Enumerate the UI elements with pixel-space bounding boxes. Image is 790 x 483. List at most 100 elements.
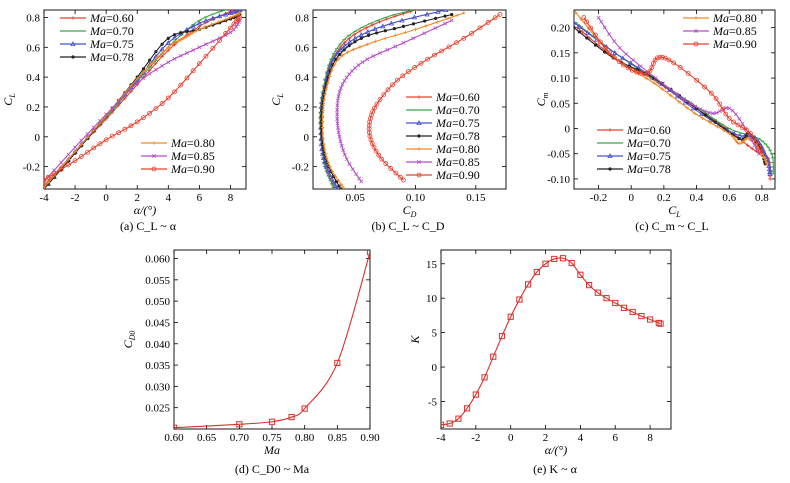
caption-e: (e) K ~ α: [533, 462, 577, 476]
x-tick-label: 0.6: [722, 192, 736, 204]
series-marker: [160, 42, 164, 46]
series-line: [368, 14, 501, 181]
series-marker: [675, 92, 680, 97]
series-line: [441, 257, 661, 426]
series-marker: [397, 174, 403, 180]
y-tick-label: 5: [432, 328, 438, 340]
series-marker: [660, 81, 665, 86]
series-marker: [383, 36, 387, 41]
y-tick-label: 0.6: [26, 42, 40, 54]
legend-marker: [417, 147, 421, 151]
legend-label: Ma=0.75: [626, 149, 671, 163]
legend-marker: [693, 41, 699, 47]
series-marker: [765, 161, 769, 166]
legend-label: Ma=0.85: [435, 155, 480, 169]
series-marker: [401, 40, 406, 45]
series-marker: [723, 111, 729, 117]
series-marker: [79, 138, 84, 143]
series-marker: [172, 89, 177, 95]
series-marker: [166, 45, 171, 50]
y-tick-label: 0.6: [295, 42, 309, 54]
panel-d-cd0-vs-ma: 0.60 0.65 0.70 0.75 0.80 0.85 0.90 0.025 0.030 0.…: [121, 249, 380, 457]
series-marker: [203, 42, 208, 47]
x-axis-label: α/(°): [545, 443, 567, 457]
series-marker: [375, 31, 379, 35]
series-marker: [435, 20, 439, 24]
series-marker: [602, 45, 608, 51]
x-tick-label: 0.4: [690, 192, 704, 204]
y-axis-label: K: [408, 335, 422, 345]
legend-marker: [694, 16, 698, 20]
series-marker: [422, 31, 427, 36]
series-marker: [147, 110, 153, 116]
series-marker: [585, 36, 589, 40]
series-marker: [217, 38, 222, 43]
series-marker: [657, 54, 663, 60]
series-marker: [433, 26, 438, 31]
series-marker: [412, 65, 418, 70]
series-marker: [45, 175, 51, 180]
series-marker: [372, 26, 378, 31]
series-marker: [342, 48, 346, 52]
series-marker: [223, 31, 229, 36]
series-marker: [366, 123, 372, 128]
series-marker: [184, 50, 189, 55]
series-marker: [59, 160, 64, 165]
series-marker: [335, 107, 340, 112]
series-marker: [339, 182, 344, 187]
data-point: [568, 259, 575, 267]
series-marker: [627, 60, 634, 66]
legend-label: Ma=0.85: [712, 24, 757, 38]
series-marker: [574, 19, 577, 25]
series-marker: [612, 39, 617, 44]
data-point: [490, 353, 497, 360]
series-marker: [423, 19, 427, 23]
series-marker: [356, 63, 361, 68]
series-marker: [173, 40, 178, 44]
series-marker: [638, 64, 643, 69]
series-marker: [641, 71, 647, 76]
panel-b-cl-vs-cd: 0.05 0.10 0.15 -0.2 0 0.2 0.4 0.6 0.8 CD CL Ma=0.60…: [269, 9, 507, 219]
series-marker: [367, 119, 373, 125]
y-tick-label: -0.2: [23, 162, 40, 174]
series-marker: [750, 146, 754, 151]
series-line: [336, 19, 452, 182]
data-point: [268, 418, 276, 425]
series-marker: [176, 39, 181, 43]
series-marker: [322, 147, 327, 151]
series-marker: [413, 27, 418, 32]
x-tick-label: 0.65: [197, 432, 217, 444]
series-marker: [706, 110, 711, 115]
series-marker: [413, 10, 418, 12]
x-tick-label: 8: [228, 192, 234, 204]
series-marker: [668, 93, 673, 98]
series-marker: [335, 121, 340, 126]
series-marker: [178, 82, 184, 88]
series-marker: [401, 177, 406, 183]
series-marker: [720, 106, 726, 112]
series-marker: [477, 25, 483, 31]
data-point: [481, 374, 488, 381]
series-marker: [153, 67, 158, 72]
series-marker: [371, 54, 376, 59]
series-marker: [190, 23, 196, 29]
data-point: [638, 312, 645, 320]
x-tick-label: 0.8: [755, 192, 769, 204]
series-marker: [336, 94, 341, 99]
series-marker: [588, 25, 594, 31]
series-marker: [340, 53, 345, 58]
series-marker: [602, 25, 607, 30]
series-marker: [338, 86, 343, 91]
data-point: [655, 319, 662, 327]
series-marker: [335, 98, 340, 103]
y-tick-label: 0.025: [145, 403, 170, 415]
x-tick-label: 0.2: [657, 192, 671, 204]
series-marker: [659, 54, 665, 60]
series-marker: [666, 57, 672, 63]
series-marker: [745, 143, 750, 148]
series-marker: [668, 87, 673, 92]
series-marker: [688, 101, 693, 106]
series-marker: [227, 10, 234, 15]
series-marker: [714, 110, 719, 115]
x-tick-label: -4: [39, 192, 49, 204]
